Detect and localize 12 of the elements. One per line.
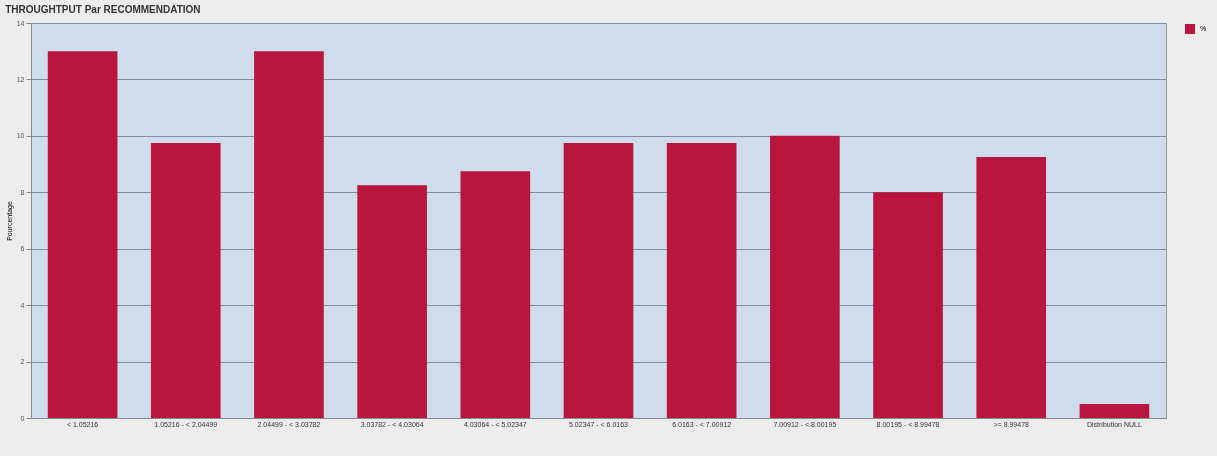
bar xyxy=(357,185,427,418)
bar xyxy=(976,157,1047,418)
bar xyxy=(254,51,324,418)
bar xyxy=(873,192,943,418)
bar xyxy=(770,135,840,418)
bar xyxy=(460,171,531,418)
bar xyxy=(1079,403,1150,418)
bar xyxy=(47,51,118,418)
bar xyxy=(563,142,634,418)
bar xyxy=(150,142,221,418)
bar xyxy=(666,142,737,418)
chart-title: THROUGHTPUT Par RECOMMENDATION xyxy=(5,4,201,15)
